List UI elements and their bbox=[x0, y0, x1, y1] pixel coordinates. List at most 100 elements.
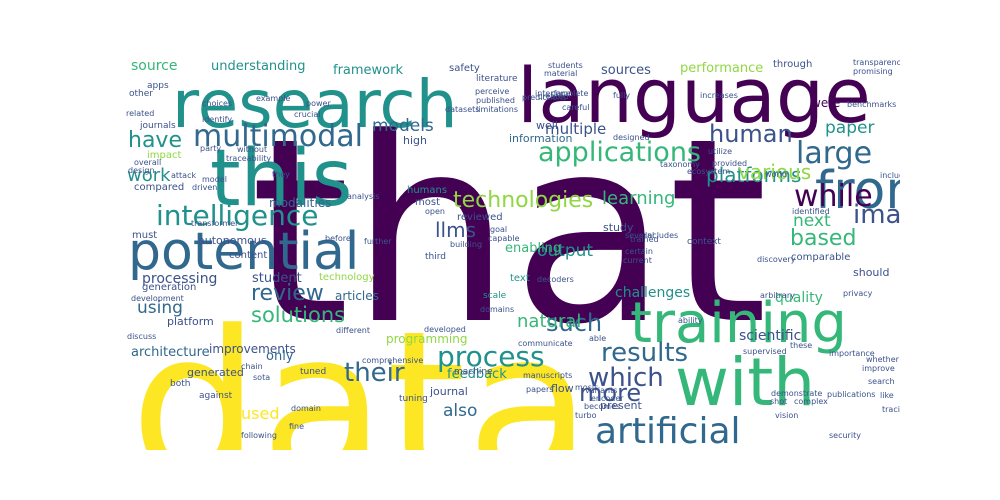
word: benchmarks bbox=[847, 100, 897, 109]
word: model bbox=[202, 175, 227, 184]
word: whether bbox=[866, 355, 899, 364]
word-cloud: that data language research this with tr… bbox=[125, 50, 900, 450]
word: have bbox=[128, 128, 182, 153]
word: several bbox=[625, 231, 655, 240]
word: intelligence bbox=[156, 199, 319, 232]
word: work bbox=[127, 165, 171, 186]
word: utilize bbox=[708, 147, 732, 156]
word: papers bbox=[526, 385, 554, 394]
word: without bbox=[237, 145, 268, 154]
word: multiple bbox=[545, 120, 607, 138]
word: security bbox=[829, 431, 861, 440]
word: transformer bbox=[191, 219, 239, 228]
word: modalities bbox=[269, 196, 332, 210]
word: manuscripts bbox=[523, 371, 573, 380]
word: discovery bbox=[757, 255, 796, 264]
word: party bbox=[200, 144, 222, 153]
word: developed bbox=[424, 325, 466, 334]
word: designed bbox=[613, 133, 650, 142]
word: safety bbox=[449, 63, 480, 74]
word: increases bbox=[700, 91, 738, 100]
word: capable bbox=[488, 234, 520, 243]
word: framework bbox=[333, 63, 404, 78]
word: open bbox=[425, 207, 445, 216]
word: sota bbox=[253, 373, 271, 382]
word: predictions bbox=[522, 93, 567, 102]
word: discuss bbox=[127, 332, 157, 341]
word: certain bbox=[625, 247, 653, 256]
word: supervised bbox=[743, 347, 787, 356]
word: traceability bbox=[226, 154, 272, 163]
word: fine bbox=[289, 422, 305, 431]
word: tracing bbox=[882, 405, 900, 414]
word: should bbox=[853, 266, 890, 279]
word: domain bbox=[291, 404, 321, 413]
word: quality bbox=[775, 290, 823, 306]
word: third bbox=[425, 252, 446, 262]
word: including bbox=[880, 171, 900, 180]
word: improve bbox=[862, 364, 895, 373]
word: decoders bbox=[537, 275, 574, 284]
word: models bbox=[372, 116, 434, 136]
word: natural bbox=[517, 311, 582, 332]
word: artificial bbox=[595, 411, 741, 450]
word: turbo bbox=[575, 411, 597, 420]
word: perceive bbox=[475, 87, 510, 96]
word: used bbox=[241, 404, 280, 423]
word: source bbox=[131, 58, 178, 74]
word: data bbox=[130, 288, 592, 451]
word: both bbox=[170, 379, 191, 389]
word: multimodal bbox=[193, 119, 364, 154]
word: image bbox=[853, 200, 900, 230]
word: enabling bbox=[505, 241, 562, 256]
word: mosis bbox=[575, 383, 599, 392]
word: only bbox=[266, 349, 294, 364]
word: importance bbox=[829, 349, 875, 358]
word: current bbox=[623, 256, 652, 265]
word: scientific bbox=[739, 328, 802, 344]
word: example bbox=[256, 94, 291, 103]
word: published bbox=[476, 96, 515, 105]
word: other bbox=[129, 89, 153, 99]
word: literature bbox=[476, 74, 518, 84]
word: programming bbox=[386, 332, 468, 346]
word: apps bbox=[147, 81, 169, 91]
word: communicate bbox=[518, 339, 573, 348]
word: articles bbox=[335, 289, 379, 303]
word: study bbox=[603, 221, 634, 234]
word: compared bbox=[134, 182, 185, 193]
word: human bbox=[709, 120, 793, 148]
word: identified bbox=[792, 207, 830, 216]
word: technology bbox=[319, 272, 375, 283]
word: training bbox=[630, 291, 847, 356]
word: identify bbox=[202, 115, 233, 124]
word: promising bbox=[853, 67, 893, 76]
word: datasets bbox=[445, 105, 480, 114]
word: well bbox=[536, 119, 558, 132]
word: while bbox=[794, 179, 873, 214]
word: this bbox=[210, 134, 353, 224]
word: output bbox=[537, 241, 594, 261]
word: applications bbox=[538, 137, 702, 168]
word: through bbox=[773, 59, 813, 70]
word: understanding bbox=[211, 59, 306, 74]
word: based bbox=[790, 226, 857, 251]
word: more bbox=[579, 379, 642, 407]
word: trained bbox=[630, 235, 659, 244]
word: review bbox=[251, 281, 324, 306]
word: large bbox=[796, 136, 873, 171]
word: reviewed bbox=[457, 212, 503, 223]
word: challenges bbox=[615, 285, 691, 301]
word: process bbox=[437, 340, 545, 373]
word: ecosystem bbox=[687, 167, 731, 176]
word: potential bbox=[128, 222, 360, 282]
word: able bbox=[589, 334, 607, 343]
word: world bbox=[765, 170, 788, 179]
word: becomes bbox=[584, 402, 621, 411]
word: language bbox=[517, 51, 871, 140]
word: transparency bbox=[853, 58, 900, 67]
word: improvements bbox=[209, 342, 296, 356]
word: context bbox=[687, 237, 721, 247]
word: must bbox=[132, 230, 158, 241]
word: next bbox=[793, 211, 831, 231]
